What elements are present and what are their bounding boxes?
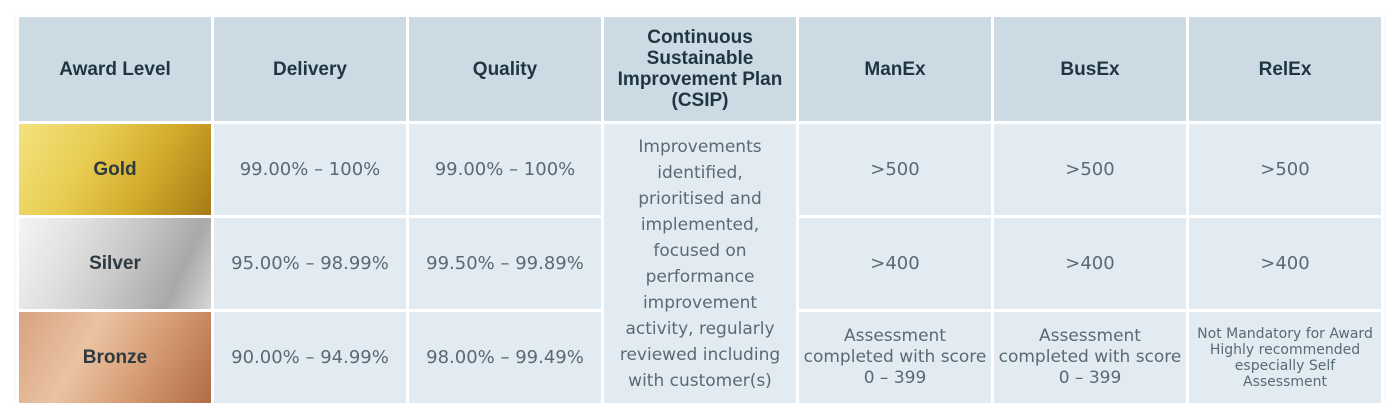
bronze-delivery: 90.00% – 94.99% <box>214 312 406 403</box>
award-level-silver: Silver <box>19 218 211 309</box>
silver-relex: >400 <box>1189 218 1381 309</box>
gold-relex: >500 <box>1189 124 1381 215</box>
bronze-quality: 98.00% – 99.49% <box>409 312 601 403</box>
silver-quality: 99.50% – 99.89% <box>409 218 601 309</box>
award-criteria-table-container: Award Level Delivery Quality Continuous … <box>16 14 1384 406</box>
table-row-bronze: Bronze 90.00% – 94.99% 98.00% – 99.49% A… <box>19 312 1381 403</box>
gold-manex: >500 <box>799 124 991 215</box>
silver-busex: >400 <box>994 218 1186 309</box>
silver-delivery: 95.00% – 98.99% <box>214 218 406 309</box>
gold-delivery: 99.00% – 100% <box>214 124 406 215</box>
gold-busex: >500 <box>994 124 1186 215</box>
header-quality: Quality <box>409 17 601 121</box>
header-busex: BusEx <box>994 17 1186 121</box>
header-row: Award Level Delivery Quality Continuous … <box>19 17 1381 121</box>
csip-description: Improvements identified, prioritised and… <box>604 124 796 403</box>
table-row-silver: Silver 95.00% – 98.99% 99.50% – 99.89% >… <box>19 218 1381 309</box>
header-delivery: Delivery <box>214 17 406 121</box>
header-relex: RelEx <box>1189 17 1381 121</box>
bronze-relex: Not Mandatory for Award Highly recommend… <box>1189 312 1381 403</box>
bronze-busex: Assessment completed with score 0 – 399 <box>994 312 1186 403</box>
award-level-gold: Gold <box>19 124 211 215</box>
header-award-level: Award Level <box>19 17 211 121</box>
header-csip: Continuous Sustainable Improvement Plan … <box>604 17 796 121</box>
award-criteria-table: Award Level Delivery Quality Continuous … <box>16 14 1384 406</box>
table-row-gold: Gold 99.00% – 100% 99.00% – 100% Improve… <box>19 124 1381 403</box>
bronze-manex: Assessment completed with score 0 – 399 <box>799 312 991 403</box>
silver-manex: >400 <box>799 218 991 309</box>
award-level-bronze: Bronze <box>19 312 211 403</box>
gold-quality: 99.00% – 100% <box>409 124 601 215</box>
header-manex: ManEx <box>799 17 991 121</box>
